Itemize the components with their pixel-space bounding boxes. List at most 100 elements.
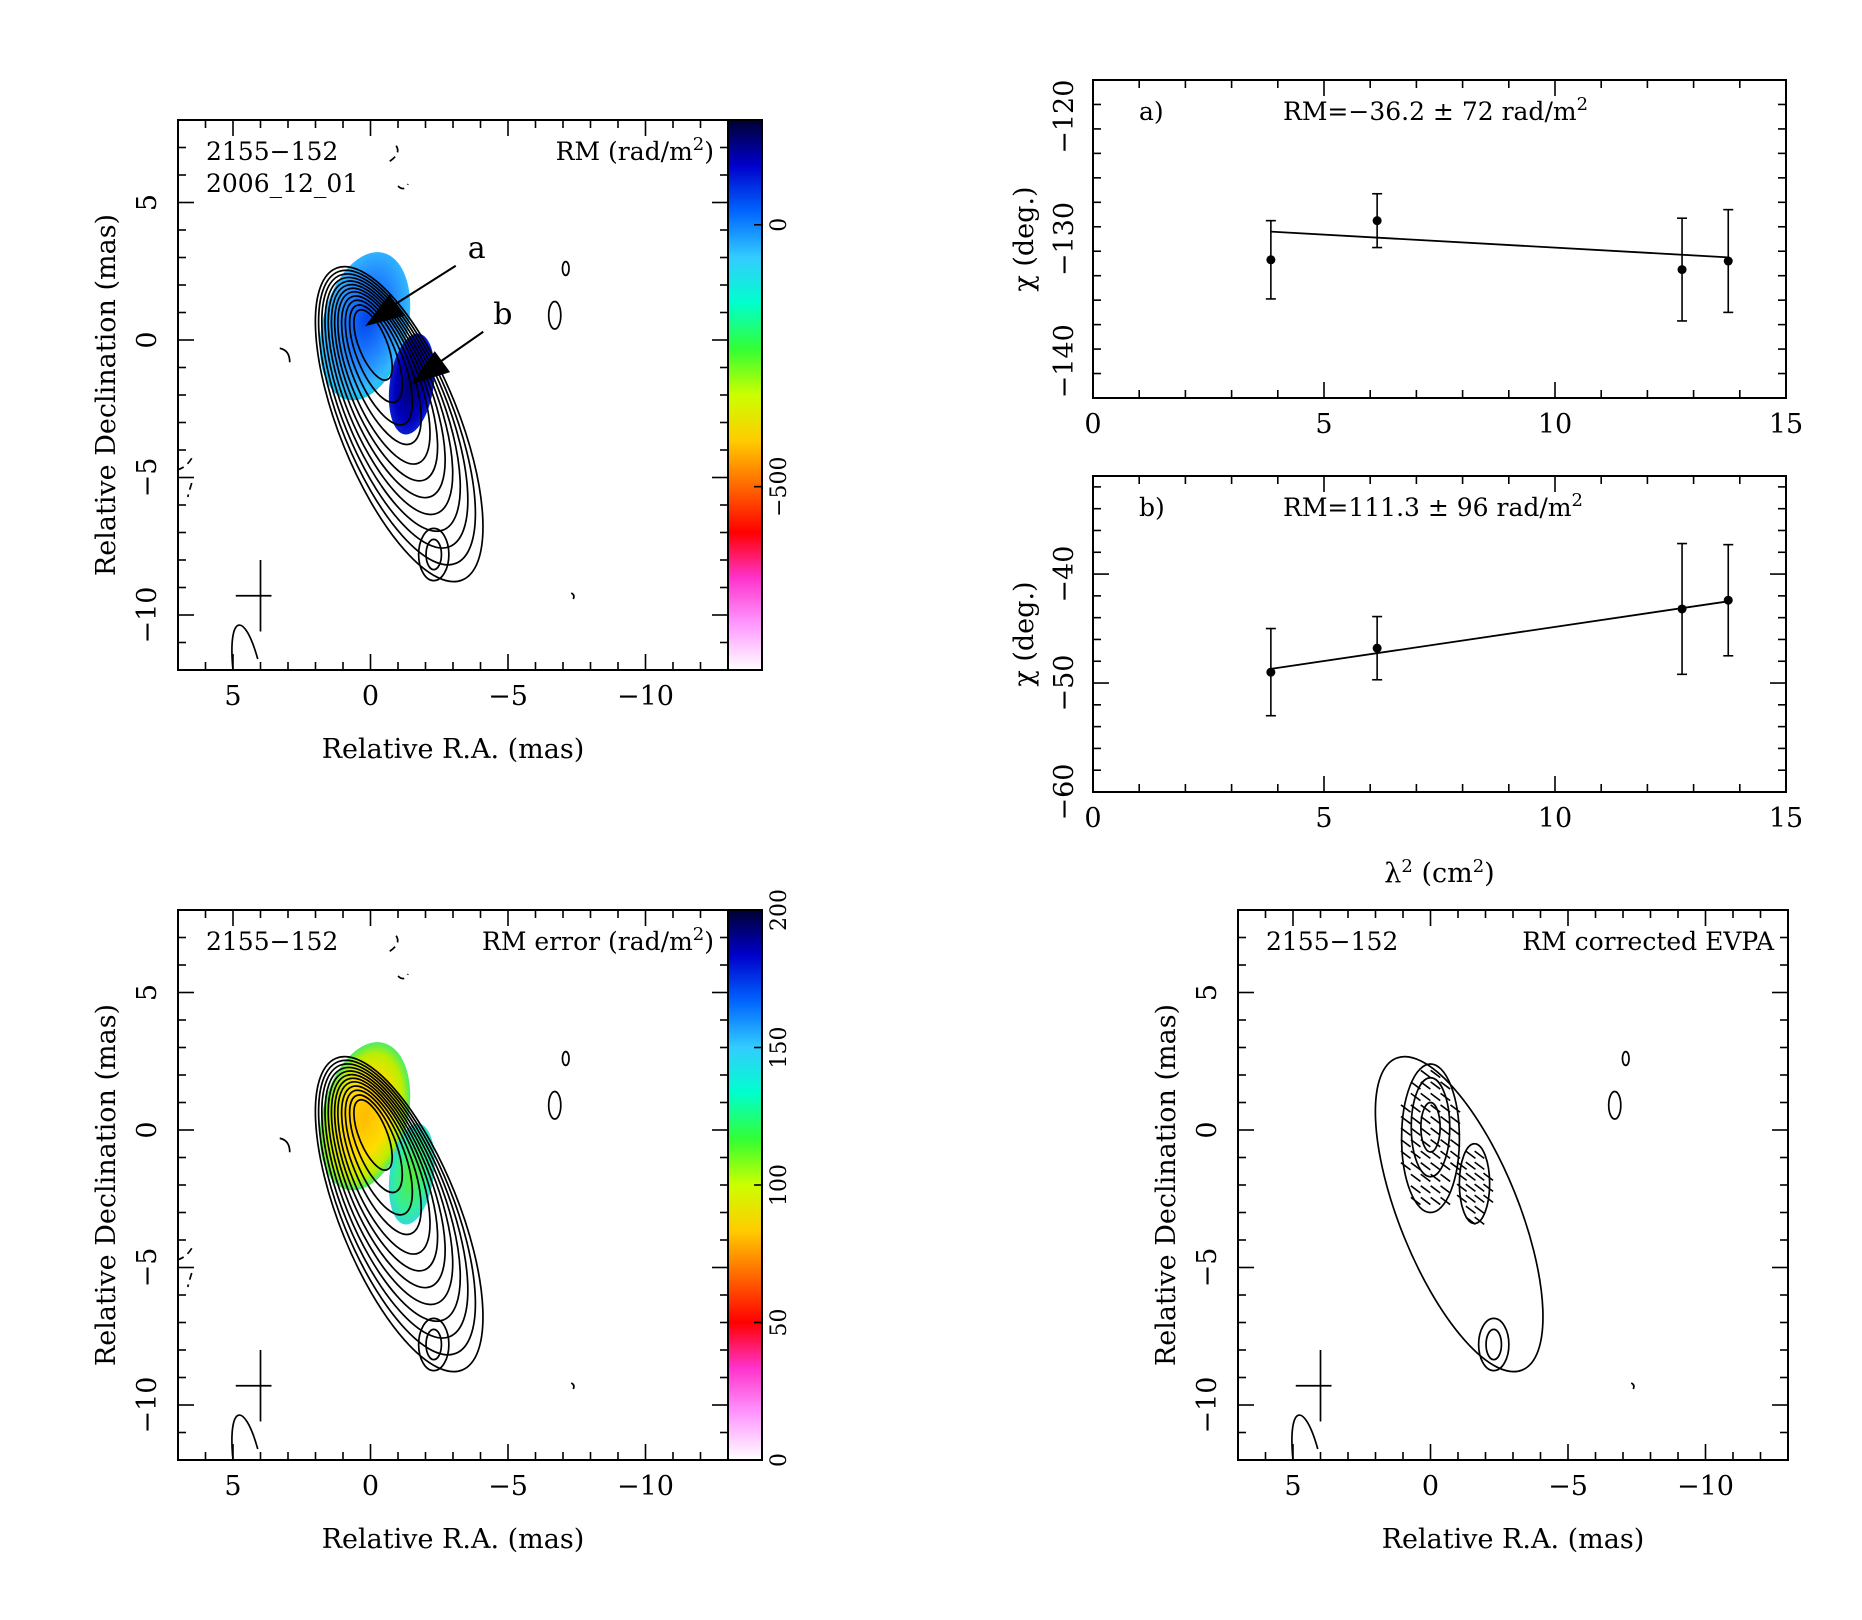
- evpa-map-evpa-stick: [1420, 1196, 1431, 1206]
- fit-b-fit-line: [1270, 600, 1729, 670]
- rm-error-map-contour-knot-outer: [417, 1317, 450, 1372]
- rm-map-xlabel: Relative R.A. (mas): [322, 734, 585, 765]
- evpa-map-source-name: 2155−152: [1266, 927, 1398, 956]
- rm-map-ytick-label: 5: [132, 194, 163, 211]
- evpa-map-ytick-label: 0: [1192, 1121, 1223, 1138]
- evpa-map-pol-contour: [1420, 1101, 1441, 1153]
- evpa-map-evpa-stick: [1420, 1173, 1431, 1183]
- rm-map-xtick-label: 5: [224, 681, 241, 712]
- evpa-map-evpa-stick: [1430, 1185, 1441, 1194]
- fit-a-xtick-label: 10: [1538, 409, 1572, 440]
- rm-map-contour: [333, 287, 439, 482]
- rm-error-map-negative-contour: [389, 934, 409, 980]
- rm-map-negative-contour: [389, 144, 409, 190]
- evpa-map-evpa-stick: [1465, 1150, 1476, 1159]
- evpa-map-pol-contour: [1458, 1142, 1491, 1225]
- rm-error-map-ytick-label: 0: [132, 1121, 163, 1138]
- rm-error-map-contour: [324, 1066, 462, 1323]
- rm-error-map-contour: [330, 1073, 446, 1289]
- fit-a-ytick-label: −130: [1049, 202, 1080, 276]
- evpa-map-evpa-stick: [1440, 1115, 1451, 1125]
- rm-map-map-label: RM (rad/m2): [556, 134, 714, 166]
- fit-a-data-point: [1677, 265, 1687, 275]
- evpa-map-evpa-stick: [1474, 1172, 1485, 1181]
- rm-map-contour: [317, 269, 477, 566]
- fit-a-panel-label: a): [1139, 97, 1164, 126]
- fit-a-data-point: [1372, 216, 1382, 226]
- evpa-map-evpa-stick: [1482, 1183, 1494, 1192]
- rm-map-ytick-label: −5: [132, 458, 163, 498]
- evpa-map-xtick-label: −5: [1548, 1471, 1588, 1502]
- rm-error-map-ylabel: Relative Declination (mas): [91, 1004, 122, 1366]
- evpa-map-evpa-stick: [1465, 1183, 1476, 1192]
- fit-a-panel: 0 5 10 15 −120 −130 −140 χ (deg.) a) RM=−36.2 ± 7…: [1009, 79, 1803, 440]
- rm-map-source-name: 2155−152: [206, 137, 338, 166]
- evpa-map-evpa-stick: [1430, 1104, 1441, 1113]
- rm-map-xtick-label: −5: [488, 681, 528, 712]
- rm-map-contour-isolated: [279, 347, 291, 363]
- evpa-map-map-label: RM corrected EVPA: [1522, 927, 1775, 956]
- fit-b-ylabel: χ (deg.): [1009, 581, 1040, 686]
- rm-error-map-contour-isolated: [561, 1050, 570, 1067]
- evpa-map-evpa-stick: [1430, 1115, 1441, 1125]
- rm-map-contour: [314, 265, 484, 583]
- fit-b-data-point: [1723, 595, 1733, 605]
- rm-map-colorbar-tick-label: 0: [767, 218, 792, 232]
- evpa-map-evpa-stick: [1410, 1115, 1421, 1125]
- evpa-map-ylabel: Relative Declination (mas): [1151, 1004, 1182, 1366]
- fit-b-xtick-label: 15: [1769, 803, 1803, 834]
- evpa-map-evpa-stick: [1440, 1081, 1451, 1090]
- evpa-map-xtick-label: −10: [1677, 1471, 1734, 1502]
- evpa-map-evpa-stick: [1456, 1183, 1468, 1192]
- evpa-map-evpa-stick: [1440, 1173, 1451, 1183]
- rm-error-map-colorbar-tick-label: 0: [767, 1453, 792, 1467]
- fit-a-data-point: [1266, 255, 1276, 265]
- fit-a-rm-annotation: RM=−36.2 ± 72 rad/m2: [1283, 94, 1588, 126]
- rm-error-map-contour: [337, 1080, 431, 1255]
- fit-a-xtick-label: 15: [1769, 409, 1803, 440]
- rm-error-map-plot-area: [178, 934, 575, 1460]
- rm-error-map-contour: [340, 1085, 423, 1236]
- evpa-map-ytick-label: 5: [1192, 984, 1223, 1001]
- rm-map-ylabel: Relative Declination (mas): [91, 214, 122, 576]
- evpa-map-evpa-stick: [1440, 1150, 1451, 1159]
- evpa-map-evpa-stick: [1420, 1104, 1431, 1113]
- rm-map-contour: [324, 276, 462, 533]
- rm-map-arrow-head-b: [411, 351, 451, 384]
- evpa-map-ytick-label: −10: [1192, 1377, 1223, 1434]
- rm-map-arrow-head-a: [365, 294, 404, 327]
- evpa-map-evpa-stick: [1482, 1172, 1494, 1181]
- rm-error-map-colorbar-tick-label: 50: [767, 1309, 792, 1337]
- evpa-map-ytick-label: −5: [1192, 1248, 1223, 1288]
- evpa-map-evpa-stick: [1474, 1150, 1485, 1159]
- fit-b-rm-annotation: RM=111.3 ± 96 rad/m2: [1283, 490, 1583, 522]
- evpa-map-evpa-stick: [1474, 1183, 1485, 1192]
- rm-error-map-contour: [320, 1063, 469, 1339]
- rm-map-xtick-label: 0: [362, 681, 379, 712]
- evpa-map-evpa-stick: [1430, 1138, 1441, 1148]
- rm-map-negative-contour: [178, 457, 193, 498]
- evpa-map-evpa-stick: [1449, 1162, 1461, 1171]
- fit-a-xtick-label: 5: [1315, 409, 1332, 440]
- evpa-map-evpa-stick: [1449, 1104, 1461, 1113]
- rm-error-map-contour-isolated: [279, 1137, 291, 1153]
- evpa-map-evpa-stick: [1430, 1173, 1441, 1183]
- rm-map-contour: [340, 295, 423, 446]
- rm-error-map-ytick-label: 5: [132, 984, 163, 1001]
- evpa-map-evpa-stick: [1465, 1161, 1476, 1170]
- rm-error-map-contour: [353, 1098, 394, 1171]
- fit-a-data-point: [1723, 256, 1733, 266]
- evpa-map-evpa-stick: [1410, 1127, 1421, 1136]
- rm-error-map-colorbar-tick-label: 200: [767, 889, 792, 931]
- evpa-map-evpa-stick: [1474, 1161, 1485, 1170]
- rm-map-contour: [353, 308, 394, 381]
- rm-error-map-xlabel: Relative R.A. (mas): [322, 1524, 585, 1555]
- rm-error-map-beam-ellipse: [231, 1414, 259, 1460]
- rm-error-map-contour-knot: [425, 1328, 443, 1361]
- rm-map-plot-area: [178, 144, 575, 670]
- evpa-map-evpa-stick: [1410, 1185, 1421, 1194]
- fit-b-xlabel: λ2 (cm2): [1384, 856, 1494, 889]
- evpa-map-evpa-stick: [1400, 1104, 1412, 1113]
